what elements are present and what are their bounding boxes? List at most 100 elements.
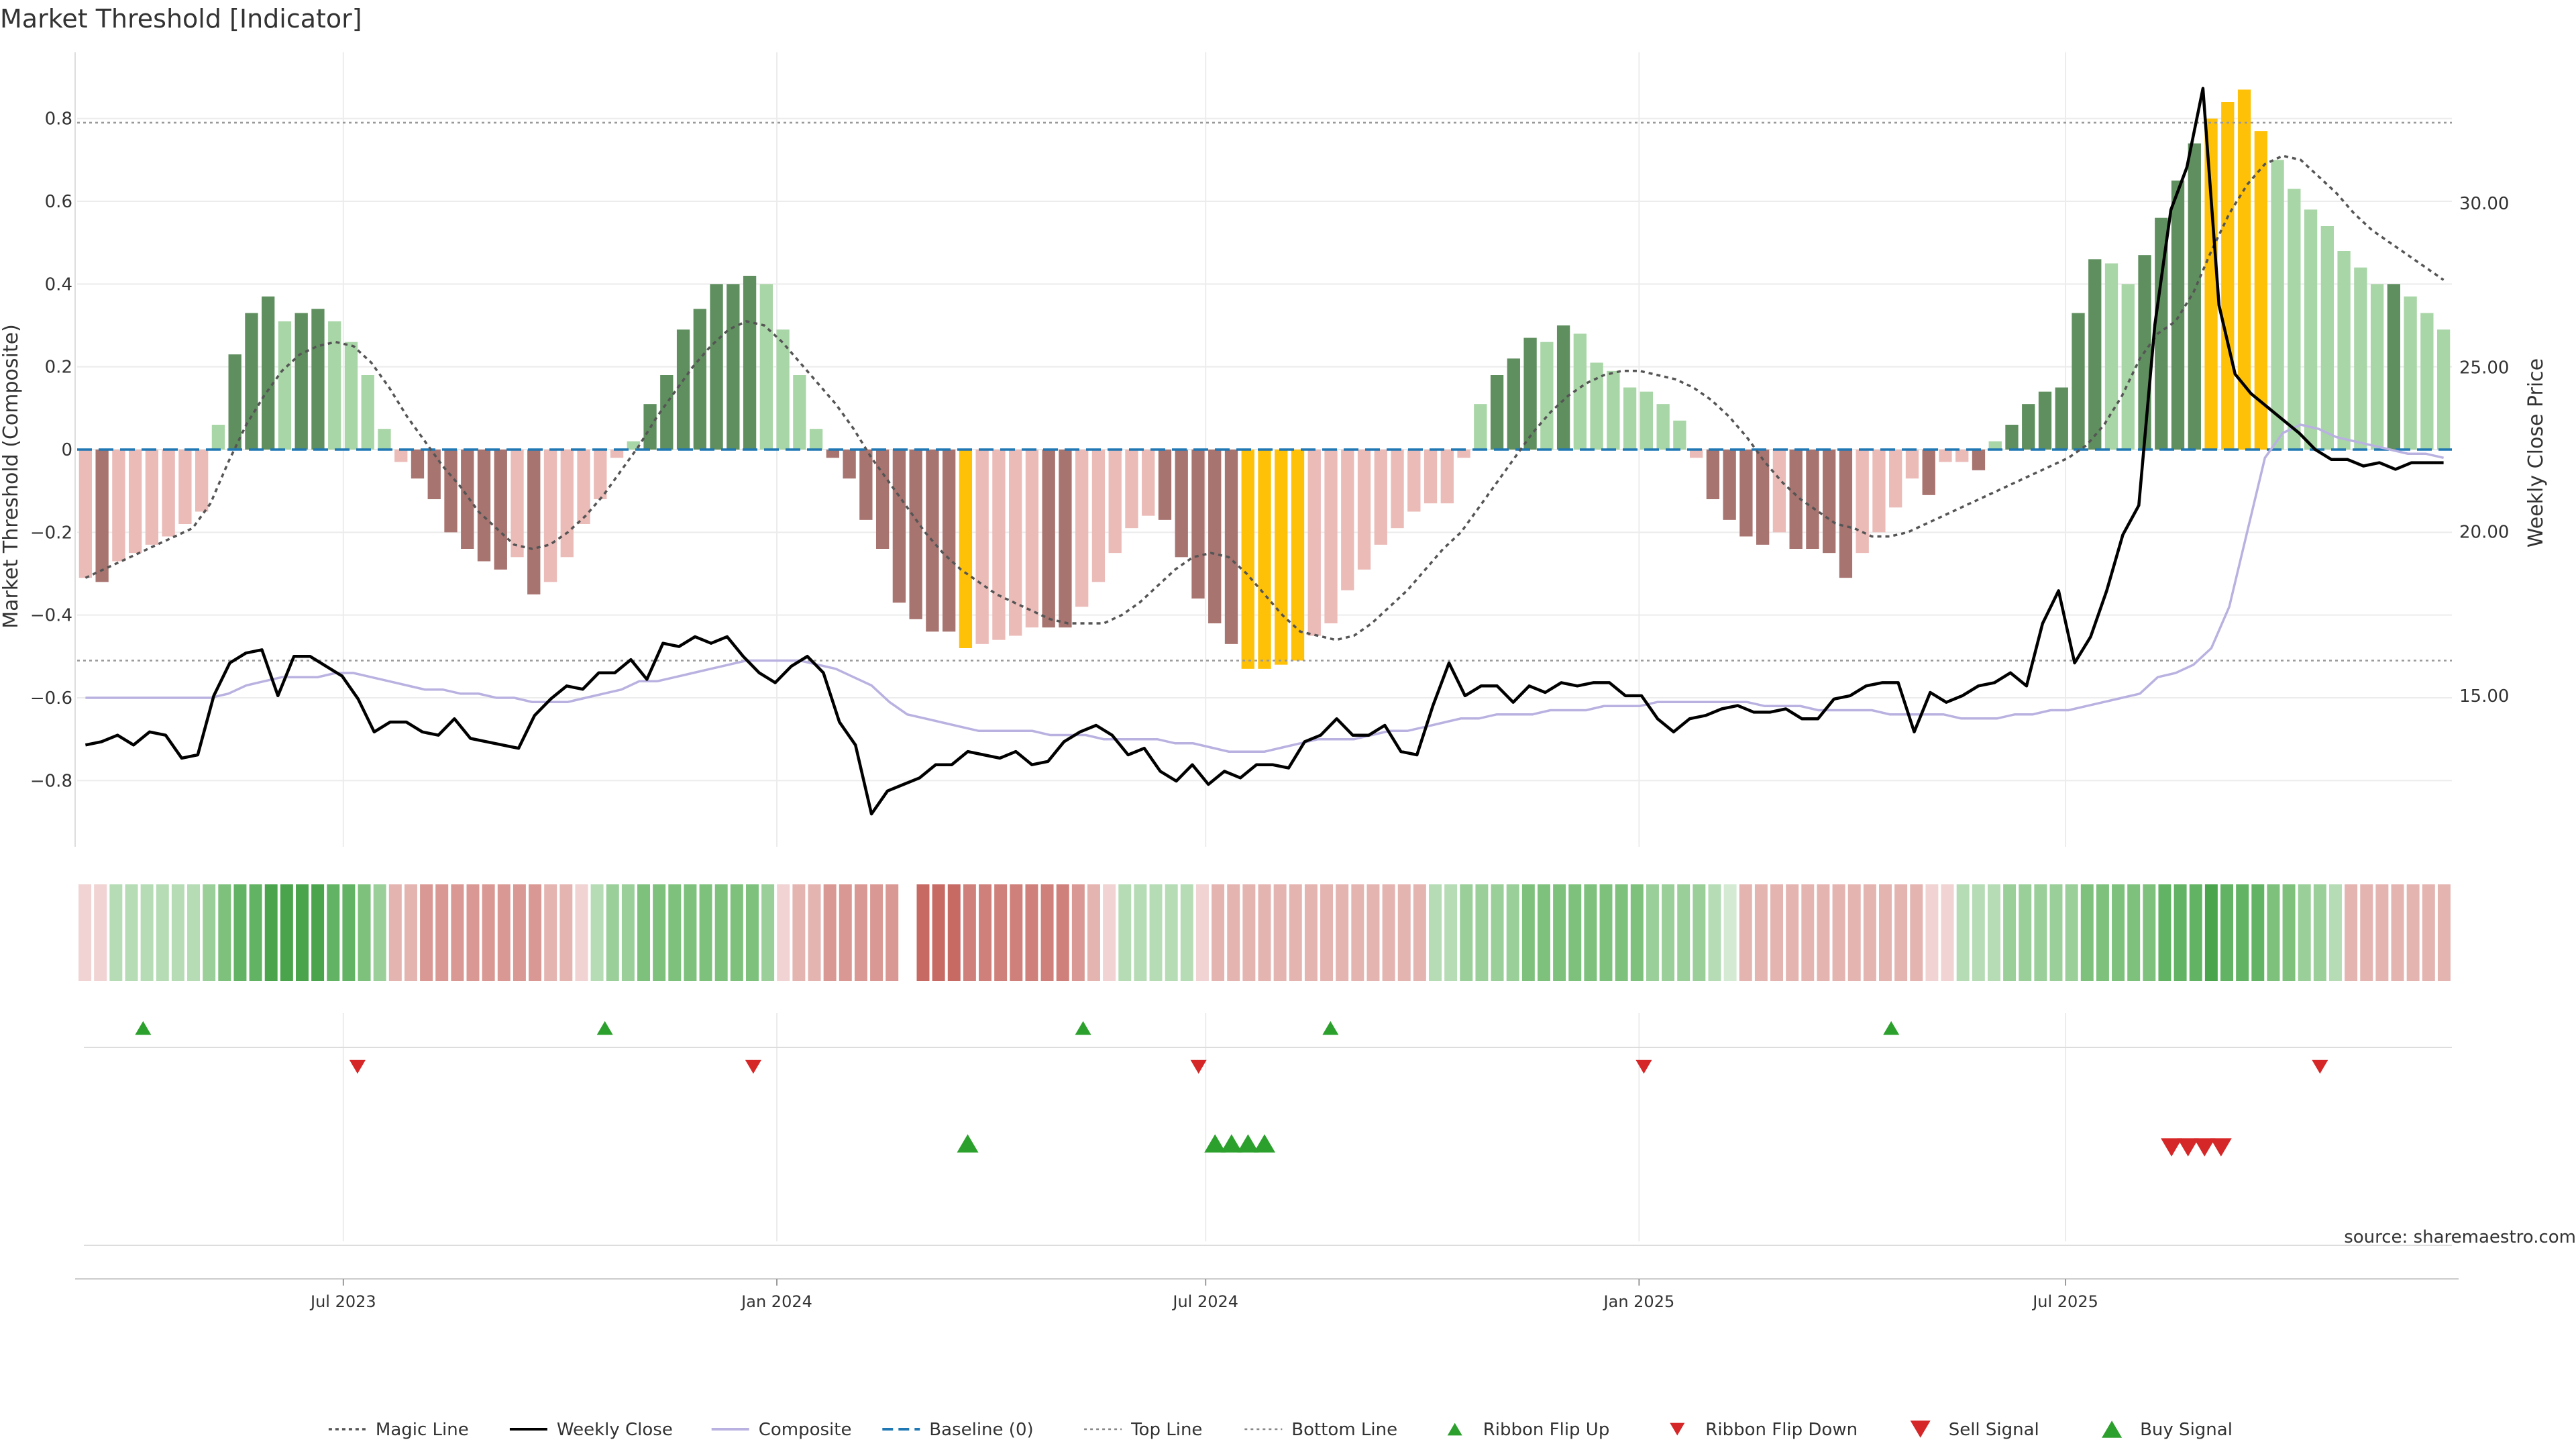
ribbon-cell: [559, 884, 573, 981]
ribbon-cell: [994, 884, 1008, 981]
ribbon-cell: [839, 884, 852, 981]
bar: [1091, 450, 1106, 582]
bar: [1756, 450, 1770, 545]
ribbon-cell: [1662, 884, 1675, 981]
bar: [1507, 358, 1520, 450]
ribbon-flip-down-marker: [745, 1059, 761, 1074]
legend-item: Composite: [711, 1420, 851, 1440]
ribbon-cell: [1460, 884, 1473, 981]
left-tick-label: −0.2: [30, 523, 72, 543]
ribbon-cell: [2220, 884, 2233, 981]
ribbon-cell: [885, 884, 899, 981]
ribbon-cell: [1336, 884, 1349, 981]
bar: [2271, 160, 2284, 450]
ribbon-flip-up-marker: [1322, 1021, 1339, 1035]
bar: [1556, 325, 1570, 450]
bar: [361, 375, 374, 450]
ribbon-cell: [1320, 884, 1334, 981]
ribbon-cell: [745, 884, 759, 981]
ribbon-cell: [1786, 884, 1799, 981]
legend-label: Ribbon Flip Up: [1483, 1420, 1610, 1440]
ribbon-cell: [870, 884, 883, 981]
right-tick-label: 30.00: [2459, 194, 2509, 214]
bar: [1075, 450, 1089, 607]
bar: [1125, 450, 1138, 529]
ribbon-cell: [684, 884, 697, 981]
legend-item: Baseline (0): [882, 1420, 1034, 1440]
bar: [527, 450, 541, 594]
bar: [278, 321, 292, 450]
ribbon-cell: [358, 884, 371, 981]
ribbon-cell: [1118, 884, 1132, 981]
bar: [444, 450, 458, 533]
legend-item: Bottom Line: [1244, 1420, 1397, 1440]
bar: [2121, 284, 2135, 450]
bar: [145, 450, 159, 545]
chart-title: Market Threshold [Indicator]: [0, 4, 362, 34]
legend: Magic Line Weekly Close Composite Baseline …: [328, 1420, 2233, 1440]
bar: [1241, 450, 1254, 669]
bar: [2204, 118, 2218, 450]
x-tick-label: Jul 2024: [1171, 1292, 1238, 1311]
bar: [1025, 450, 1039, 628]
ribbon-cell: [2158, 884, 2171, 981]
ribbon-cell: [823, 884, 837, 981]
ribbon-cell: [1506, 884, 1519, 981]
ribbon-cell: [2034, 884, 2047, 981]
bar: [1856, 450, 1869, 554]
legend-label: Magic Line: [376, 1420, 469, 1440]
bar: [328, 321, 341, 450]
ribbon-cell: [699, 884, 712, 981]
bar: [1009, 450, 1022, 636]
ribbon-cell: [513, 884, 526, 981]
left-tick-label: 0.6: [45, 192, 72, 212]
ribbon-cell: [1071, 884, 1085, 981]
ribbon-cell: [947, 884, 961, 981]
bar: [2370, 284, 2384, 450]
ribbon-cell: [296, 884, 309, 981]
legend-label: Ribbon Flip Down: [1705, 1420, 1858, 1440]
ribbon-cell: [1723, 884, 1737, 981]
bar: [2038, 391, 2052, 450]
bar: [1424, 450, 1438, 504]
right-axis-label: Weekly Close Price: [2524, 358, 2548, 548]
ribbon-cell: [606, 884, 619, 981]
ribbon-cell: [1925, 884, 1939, 981]
ribbon-cell: [373, 884, 386, 981]
ribbon-cell: [2127, 884, 2141, 981]
ribbon-cell: [544, 884, 557, 981]
ribbon-cell: [1149, 884, 1163, 981]
ribbon-cell: [1444, 884, 1458, 981]
bar: [892, 450, 906, 603]
bar: [1955, 450, 1969, 462]
bar: [78, 450, 93, 578]
bar: [1939, 450, 1952, 462]
bar: [228, 354, 241, 450]
ribbon-cell: [653, 884, 666, 981]
ribbon-cell: [2019, 884, 2032, 981]
bar: [1823, 450, 1836, 554]
ribbon-cell: [2391, 884, 2404, 981]
ribbon-cell: [2375, 884, 2389, 981]
ribbon-cell: [2096, 884, 2109, 981]
bar: [875, 450, 890, 549]
ribbon-cell: [1351, 884, 1364, 981]
bar: [477, 450, 491, 562]
bar: [1689, 450, 1703, 458]
ribbon-cell: [2204, 884, 2218, 981]
weekly-close-line: [85, 87, 2444, 816]
bar: [693, 309, 706, 450]
ribbon-cell: [280, 884, 293, 981]
ribbon-cell: [1817, 884, 1830, 981]
ribbon-strip: [78, 884, 2451, 981]
ribbon-flip-down-marker: [1635, 1059, 1652, 1074]
ribbon-cell: [2189, 884, 2202, 981]
ribbon-cell: [2360, 884, 2373, 981]
ribbon-cell: [94, 884, 107, 981]
ribbon-cell: [2003, 884, 2017, 981]
ribbon-cell: [963, 884, 976, 981]
bar: [676, 329, 690, 450]
ribbon-cell: [730, 884, 743, 981]
bar: [1374, 450, 1387, 545]
bar: [311, 309, 325, 450]
